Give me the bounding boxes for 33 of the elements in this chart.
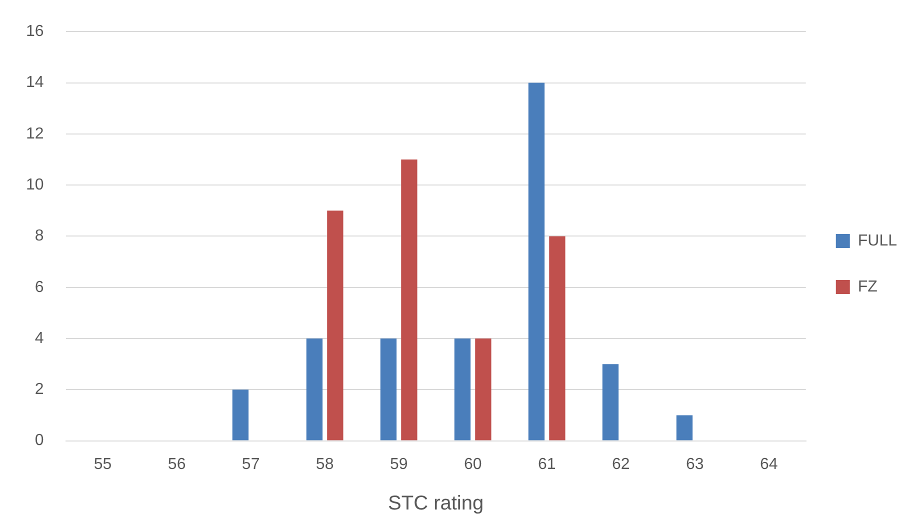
legend-label: FZ xyxy=(858,278,878,296)
legend-label: FULL xyxy=(858,232,898,250)
x-tick-label: 60 xyxy=(464,456,482,473)
y-tick-label: 16 xyxy=(26,23,44,40)
bar xyxy=(306,338,323,440)
bar xyxy=(475,338,492,440)
y-tick-label: 2 xyxy=(34,381,44,398)
bar xyxy=(454,338,471,440)
bar xyxy=(327,210,344,440)
x-tick-label: 59 xyxy=(390,456,408,473)
x-tick-label: 62 xyxy=(612,456,630,473)
x-tick-label: 57 xyxy=(242,456,260,473)
x-tick-label: 61 xyxy=(538,456,556,473)
x-tick-label: 56 xyxy=(168,456,186,473)
x-tick-label: 55 xyxy=(94,456,112,473)
bar xyxy=(602,364,619,440)
x-tick-label: 64 xyxy=(760,456,778,473)
bar xyxy=(232,390,249,440)
bar xyxy=(528,82,545,440)
y-tick-label: 8 xyxy=(34,228,44,245)
y-tick-label: 10 xyxy=(26,176,44,194)
x-tick-label: 63 xyxy=(686,456,704,473)
x-axis-title: STC rating xyxy=(388,492,484,515)
y-tick-label: 0 xyxy=(34,432,44,450)
bar xyxy=(380,338,397,440)
y-tick-label: 14 xyxy=(26,74,44,92)
bar xyxy=(549,236,566,440)
y-tick-label: 6 xyxy=(34,278,44,296)
y-tick-label: 12 xyxy=(26,125,44,142)
y-tick-label: 4 xyxy=(34,330,44,347)
bar xyxy=(401,159,418,440)
bar xyxy=(676,415,693,440)
x-tick-label: 58 xyxy=(316,456,334,473)
